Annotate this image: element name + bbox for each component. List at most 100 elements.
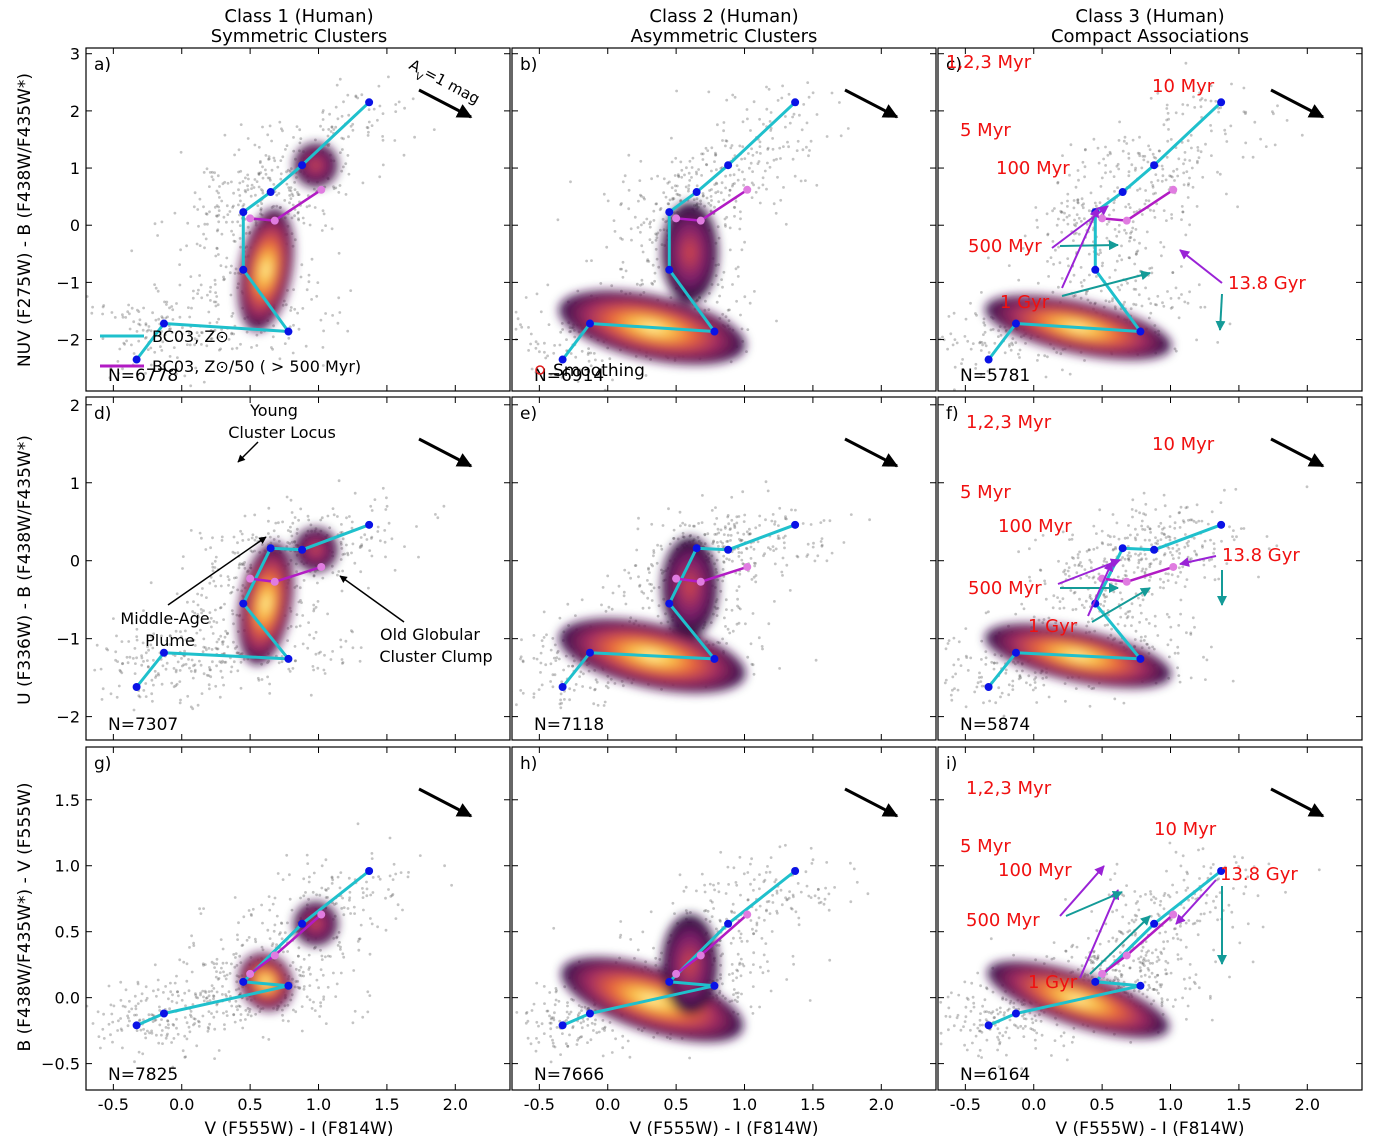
y-tick-label: −2	[56, 331, 80, 350]
scatter-point	[731, 972, 734, 975]
scatter-point	[784, 115, 787, 118]
scatter-point	[251, 184, 254, 187]
scatter-point	[1195, 339, 1198, 342]
scatter-point	[339, 78, 342, 81]
scatter-point	[573, 660, 576, 663]
scatter-point	[352, 646, 355, 649]
scatter-point	[319, 125, 322, 128]
scatter-point	[702, 153, 705, 156]
scatter-point	[794, 175, 797, 178]
scatter-point	[340, 558, 343, 561]
scatter-point	[298, 986, 301, 989]
scatter-point	[346, 552, 349, 555]
scatter-point	[194, 992, 197, 995]
scatter-point	[1052, 594, 1055, 597]
scatter-point	[376, 925, 379, 928]
scatter-point	[220, 264, 223, 267]
scatter-point	[670, 296, 673, 299]
scatter-point	[240, 661, 243, 664]
scatter-point	[602, 586, 605, 589]
scatter-point	[191, 971, 194, 974]
scatter-point	[226, 213, 229, 216]
scatter-point	[1153, 324, 1156, 327]
scatter-point	[1017, 550, 1020, 553]
scatter-point	[200, 296, 203, 299]
scatter-point	[1039, 569, 1042, 572]
scatter-point	[978, 672, 981, 675]
scatter-point	[190, 706, 193, 709]
scatter-point	[569, 330, 572, 333]
panel-letter: f)	[946, 404, 959, 424]
scatter-point	[154, 222, 157, 225]
scatter-point	[190, 670, 193, 673]
scatter-point	[1138, 136, 1141, 139]
scatter-point	[179, 669, 182, 672]
scatter-point	[274, 522, 277, 525]
scatter-point	[119, 981, 122, 984]
scatter-point	[802, 103, 805, 106]
scatter-point	[561, 322, 564, 325]
scatter-point	[215, 976, 218, 979]
scatter-point	[1018, 678, 1021, 681]
scatter-point	[674, 184, 677, 187]
scatter-point	[331, 650, 334, 653]
scatter-point	[738, 228, 741, 231]
scatter-point	[1132, 220, 1135, 223]
scatter-point	[1203, 564, 1206, 567]
scatter-point	[1253, 121, 1256, 124]
scatter-point	[324, 224, 327, 227]
scatter-point	[212, 569, 215, 572]
age-dot	[693, 188, 701, 196]
scatter-point	[1152, 186, 1155, 189]
panel-frame	[938, 397, 1362, 740]
scatter-point	[100, 668, 103, 671]
scatter-point	[1169, 515, 1172, 518]
scatter-point	[339, 946, 342, 949]
scatter-point	[1145, 568, 1148, 571]
scatter-point	[650, 523, 653, 526]
scatter-point	[1077, 179, 1080, 182]
scatter-point	[341, 570, 344, 573]
scatter-point	[696, 197, 699, 200]
scatter-point	[194, 663, 197, 666]
scatter-point	[317, 600, 320, 603]
scatter-point	[267, 660, 270, 663]
scatter-point	[308, 274, 311, 277]
subsolar-age-dot	[246, 214, 254, 222]
scatter-point	[717, 528, 720, 531]
scatter-point	[371, 124, 374, 127]
scatter-point	[198, 660, 201, 663]
scatter-point	[978, 342, 981, 345]
subsolar-age-dot	[271, 217, 279, 225]
scatter-point	[983, 324, 986, 327]
scatter-point	[330, 130, 333, 133]
scatter-point	[1184, 151, 1187, 154]
scatter-point	[359, 570, 362, 573]
scatter-point	[337, 117, 340, 120]
scatter-point	[290, 197, 293, 200]
scatter-point	[1135, 253, 1138, 256]
scatter-point	[762, 176, 765, 179]
scatter-point	[146, 659, 149, 662]
scatter-point	[232, 622, 235, 625]
scatter-point	[703, 533, 706, 536]
scatter-point	[114, 650, 117, 653]
scatter-point	[1233, 538, 1236, 541]
scatter-point	[819, 521, 822, 524]
scatter-point	[1084, 149, 1087, 152]
scatter-point	[307, 515, 310, 518]
scatter-point	[1161, 165, 1164, 168]
scatter-point	[1144, 189, 1147, 192]
scatter-point	[127, 1024, 130, 1027]
scatter-point	[235, 989, 238, 992]
scatter-point	[1075, 232, 1078, 235]
scatter-point	[401, 909, 404, 912]
scatter-point	[345, 640, 348, 643]
scatter-point	[1198, 156, 1201, 159]
scatter-point	[121, 313, 124, 316]
scatter-point	[273, 159, 276, 162]
scatter-point	[217, 638, 220, 641]
scatter-point	[761, 645, 764, 648]
scatter-point	[236, 589, 239, 592]
scatter-point	[279, 206, 282, 209]
